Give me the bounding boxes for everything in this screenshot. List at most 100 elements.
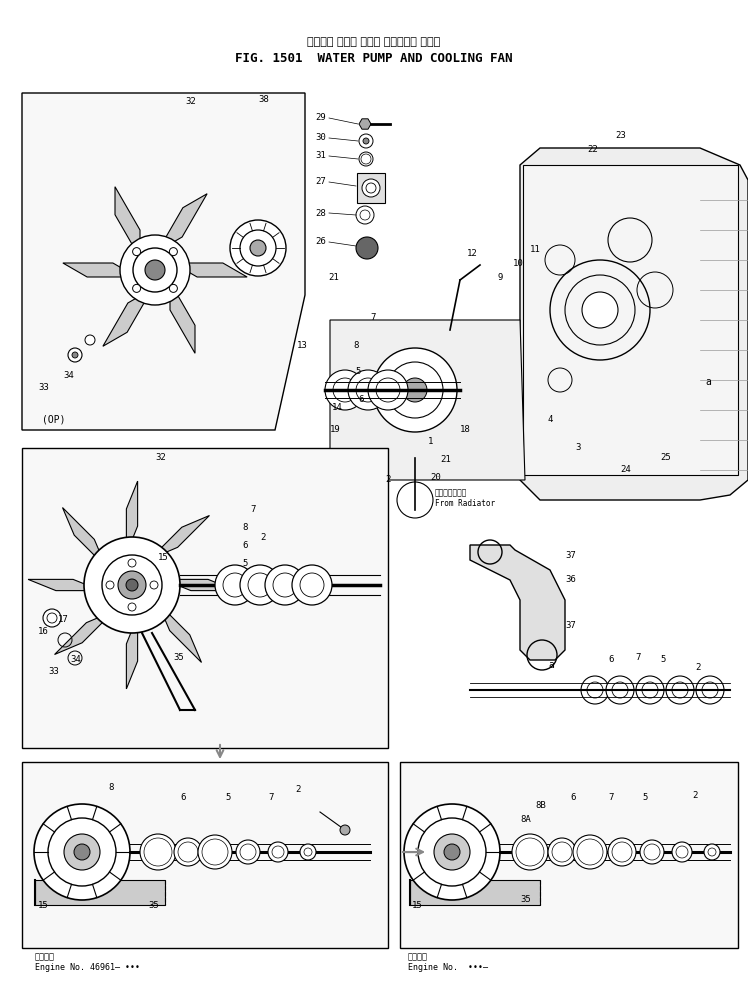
Circle shape bbox=[268, 842, 288, 862]
Circle shape bbox=[636, 676, 664, 704]
Polygon shape bbox=[520, 148, 748, 500]
Text: 33: 33 bbox=[38, 383, 49, 392]
Circle shape bbox=[373, 348, 457, 432]
Text: ラジエータから: ラジエータから bbox=[435, 489, 468, 497]
Polygon shape bbox=[55, 611, 114, 655]
Text: 2: 2 bbox=[385, 476, 390, 485]
Text: 35: 35 bbox=[520, 896, 531, 904]
Text: 35: 35 bbox=[173, 654, 184, 663]
Text: Engine No. 46961– •••: Engine No. 46961– ••• bbox=[35, 963, 140, 972]
Polygon shape bbox=[400, 762, 738, 948]
Polygon shape bbox=[470, 545, 565, 660]
Text: 34: 34 bbox=[70, 656, 81, 665]
Circle shape bbox=[174, 838, 202, 866]
Circle shape bbox=[403, 378, 427, 402]
Text: 2: 2 bbox=[260, 534, 266, 543]
Circle shape bbox=[169, 284, 177, 292]
Circle shape bbox=[120, 235, 190, 305]
Text: 8A: 8A bbox=[520, 816, 531, 825]
Polygon shape bbox=[330, 320, 525, 480]
Text: 適用号範: 適用号範 bbox=[35, 953, 55, 961]
Text: 32: 32 bbox=[185, 97, 196, 106]
Circle shape bbox=[582, 292, 618, 328]
Polygon shape bbox=[28, 579, 101, 591]
Text: 8: 8 bbox=[353, 340, 358, 350]
Circle shape bbox=[85, 335, 95, 345]
Text: 23: 23 bbox=[615, 132, 626, 141]
Circle shape bbox=[444, 844, 460, 860]
Polygon shape bbox=[126, 481, 138, 553]
Circle shape bbox=[672, 842, 692, 862]
Bar bbox=[35, 880, 165, 905]
Text: 4: 4 bbox=[548, 416, 554, 425]
Text: 1: 1 bbox=[428, 437, 433, 446]
Circle shape bbox=[215, 565, 255, 605]
Bar bbox=[523, 165, 738, 475]
Text: 6: 6 bbox=[180, 793, 186, 802]
Circle shape bbox=[34, 804, 130, 900]
Circle shape bbox=[72, 352, 78, 358]
Text: 2: 2 bbox=[692, 790, 697, 799]
Circle shape bbox=[198, 835, 232, 869]
Text: 33: 33 bbox=[48, 667, 59, 676]
Polygon shape bbox=[63, 507, 106, 567]
Text: 3: 3 bbox=[575, 443, 580, 452]
Text: 7: 7 bbox=[608, 793, 613, 802]
Circle shape bbox=[300, 844, 316, 860]
Circle shape bbox=[230, 220, 286, 276]
Circle shape bbox=[606, 676, 634, 704]
Text: a: a bbox=[548, 660, 554, 670]
Text: 16: 16 bbox=[38, 627, 49, 637]
Polygon shape bbox=[170, 282, 195, 353]
Circle shape bbox=[573, 835, 607, 869]
Circle shape bbox=[325, 370, 365, 410]
Text: 21: 21 bbox=[328, 273, 339, 282]
Bar bbox=[410, 880, 540, 905]
Text: 35: 35 bbox=[148, 900, 159, 909]
Bar bbox=[357, 173, 385, 203]
Text: 6: 6 bbox=[242, 541, 248, 549]
Text: 13: 13 bbox=[297, 340, 307, 350]
Text: 8: 8 bbox=[242, 523, 248, 532]
Text: 7: 7 bbox=[370, 314, 375, 322]
Polygon shape bbox=[173, 263, 247, 277]
Circle shape bbox=[118, 571, 146, 599]
Text: 10: 10 bbox=[513, 259, 524, 267]
Circle shape bbox=[169, 248, 177, 256]
Circle shape bbox=[512, 834, 548, 870]
Text: 6: 6 bbox=[358, 395, 364, 404]
Polygon shape bbox=[103, 289, 152, 346]
Text: FIG. 1501  WATER PUMP AND COOLING FAN: FIG. 1501 WATER PUMP AND COOLING FAN bbox=[236, 51, 512, 65]
Circle shape bbox=[250, 240, 266, 256]
Polygon shape bbox=[163, 579, 236, 591]
Text: 34: 34 bbox=[63, 371, 74, 379]
Circle shape bbox=[434, 834, 470, 870]
Polygon shape bbox=[150, 515, 209, 559]
Text: 27: 27 bbox=[315, 178, 325, 187]
Circle shape bbox=[704, 844, 720, 860]
Text: 21: 21 bbox=[440, 455, 451, 465]
Circle shape bbox=[132, 284, 141, 292]
Text: 5: 5 bbox=[225, 793, 230, 802]
Polygon shape bbox=[115, 187, 140, 258]
Polygon shape bbox=[158, 194, 207, 251]
Text: a: a bbox=[705, 377, 711, 387]
Polygon shape bbox=[22, 93, 305, 430]
Text: 15: 15 bbox=[412, 900, 423, 909]
Text: 37: 37 bbox=[565, 620, 576, 629]
Polygon shape bbox=[158, 603, 201, 663]
Polygon shape bbox=[63, 263, 137, 277]
Text: Engine No.  •••–: Engine No. •••– bbox=[408, 963, 488, 972]
Circle shape bbox=[126, 579, 138, 591]
Text: 28: 28 bbox=[315, 208, 325, 217]
Text: 22: 22 bbox=[587, 145, 598, 154]
Text: 適用号範: 適用号範 bbox=[408, 953, 428, 961]
Text: 2: 2 bbox=[695, 664, 700, 672]
Circle shape bbox=[363, 138, 369, 144]
Text: 6: 6 bbox=[570, 793, 575, 802]
Circle shape bbox=[340, 825, 350, 835]
Text: 7: 7 bbox=[635, 654, 640, 663]
Text: 8B: 8B bbox=[535, 800, 546, 809]
Text: 29: 29 bbox=[315, 113, 325, 123]
Text: 24: 24 bbox=[620, 466, 631, 475]
